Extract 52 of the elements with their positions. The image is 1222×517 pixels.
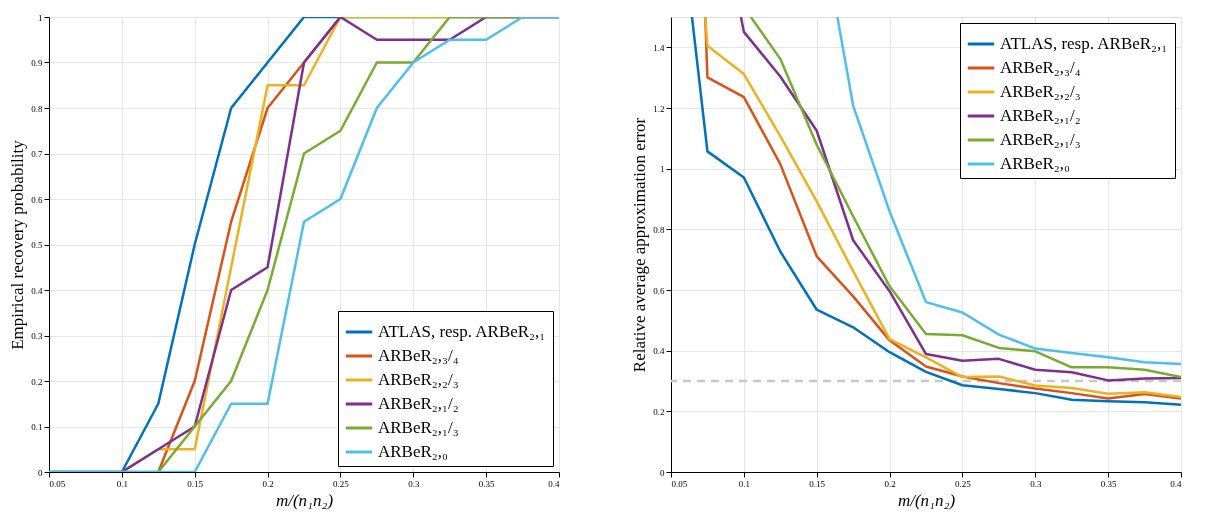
legend-label: ARBeR₂,₁/₂ — [378, 394, 459, 413]
x-tick-label: 0.35 — [478, 478, 496, 489]
y-tick-label: 0.5 — [31, 240, 43, 250]
x-tick-label: 0.2 — [884, 478, 896, 489]
y-tick-label: 0.8 — [653, 224, 665, 235]
y-tick-label: 0 — [660, 467, 665, 478]
y-tick-label: 0.3 — [31, 331, 43, 341]
legend-label: ARBeR₂,₃/₄ — [1000, 58, 1081, 77]
legend-label: ARBeR₂,₃/₄ — [378, 346, 459, 365]
y-tick-label: 1 — [660, 164, 665, 175]
x-tick-label: 0.25 — [955, 478, 972, 489]
x-tick-label: 0.05 — [49, 478, 66, 489]
y-tick-label: 1 — [38, 12, 43, 23]
y-tick-label: 0.1 — [31, 422, 43, 432]
y-tick-label: 0.2 — [31, 376, 43, 387]
x-tick-label: 0.3 — [1030, 478, 1042, 489]
legend-label: ARBeR₂,₂/₃ — [378, 370, 459, 389]
y-tick-label: 0 — [38, 467, 43, 478]
legend-label: ARBeR₂,₁/₃ — [378, 418, 459, 437]
y-tick-label: 0.8 — [31, 103, 43, 114]
x-tick-label: 0.35 — [1100, 478, 1118, 489]
y-tick-label: 0.4 — [653, 346, 665, 357]
y-tick-label: 0.7 — [31, 149, 43, 159]
legend-label: ATLAS, resp. ARBeR₂,₁ — [1000, 34, 1168, 53]
y-tick-label: 0.6 — [31, 194, 43, 205]
y-tick-label: 0.6 — [653, 285, 665, 296]
x-tick-label: 0.15 — [187, 478, 204, 489]
y-tick-label: 0.2 — [653, 406, 665, 417]
y-axis-title: Empirical recovery probability — [8, 139, 28, 350]
y-axis-title: Relative average approximation error — [630, 117, 650, 373]
x-tick-label: 0.4 — [548, 478, 560, 489]
x-tick-label: 0.05 — [671, 478, 688, 489]
legend-label: ATLAS, resp. ARBeR₂,₁ — [378, 322, 546, 341]
x-tick-label: 0.4 — [1170, 478, 1182, 489]
y-tick-label: 1.4 — [653, 42, 665, 53]
x-tick-label: 0.25 — [333, 478, 350, 489]
x-tick-label: 0.15 — [809, 478, 826, 489]
legend-label: ARBeR₂,₁/₂ — [1000, 106, 1081, 125]
x-axis-title: m/(n₁n₂) — [275, 490, 334, 510]
y-tick-label: 1.2 — [653, 103, 665, 114]
x-axis-title: m/(n₁n₂) — [897, 490, 956, 510]
x-tick-label: 0.2 — [262, 478, 274, 489]
legend-label: ARBeR₂,₀ — [378, 442, 449, 461]
x-tick-label: 0.1 — [738, 478, 750, 489]
y-tick-label: 0.9 — [31, 58, 43, 68]
x-tick-label: 0.1 — [116, 478, 128, 489]
x-tick-label: 0.3 — [408, 478, 420, 489]
legend-label: ARBeR₂,₂/₃ — [1000, 82, 1081, 101]
line-series — [836, 17, 1181, 366]
y-tick-label: 0.4 — [31, 285, 43, 296]
legend-label: ARBeR₂,₁/₃ — [1000, 130, 1081, 149]
legend-label: ARBeR₂,₀ — [1000, 154, 1071, 173]
